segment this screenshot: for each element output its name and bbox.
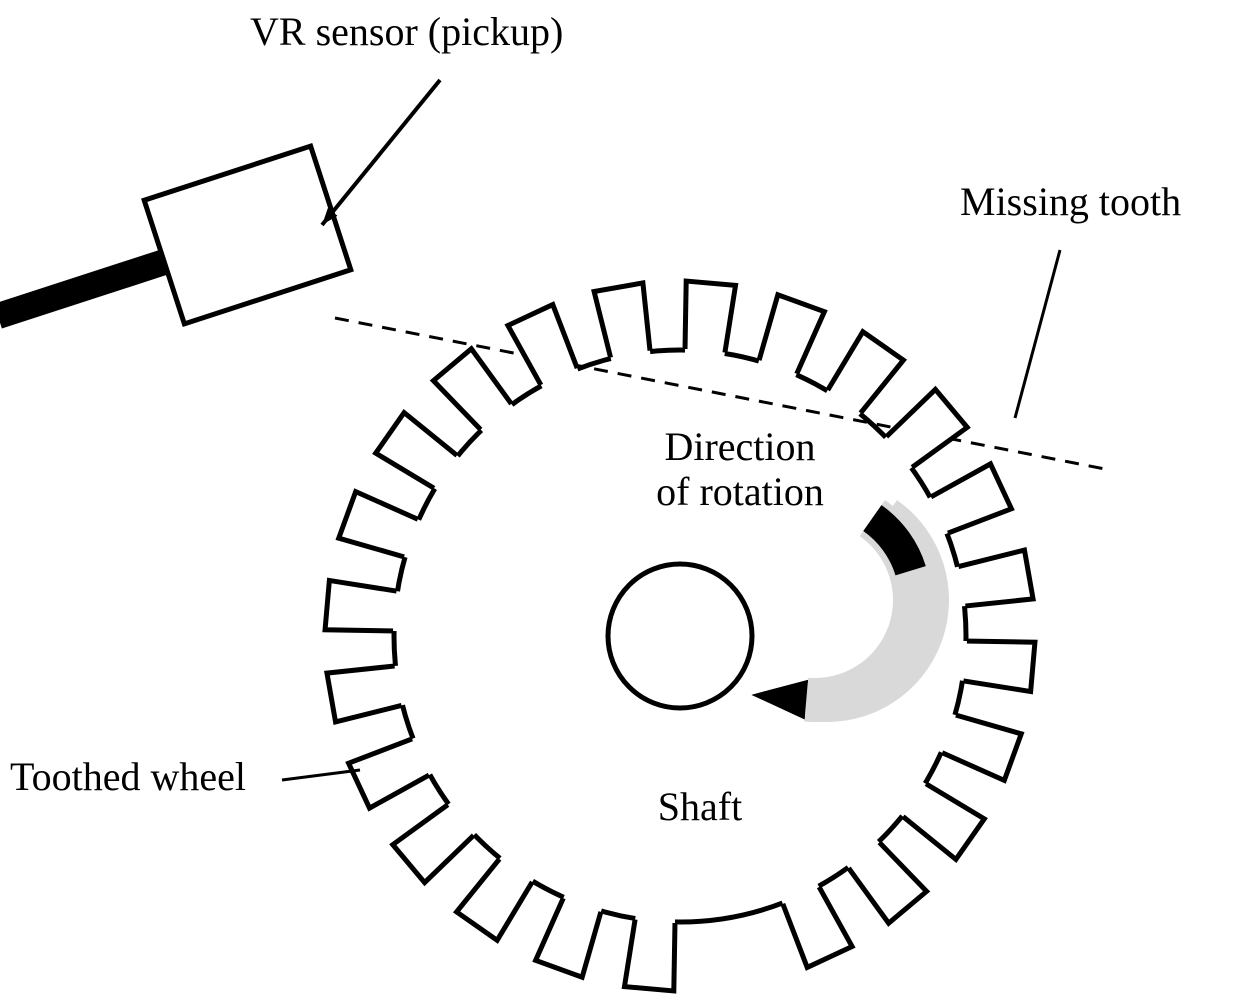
vr-sensor-diagram: VR sensor (pickup) Missing tooth Direction… [0, 0, 1239, 1000]
label-direction-2: of rotation [656, 469, 824, 514]
label-shaft: Shaft [658, 784, 742, 829]
vr-sensor [0, 146, 351, 378]
missing-tooth-leader [1015, 250, 1060, 418]
toothed-wheel-leader [282, 770, 360, 780]
vr-sensor-arrow-line [322, 80, 440, 225]
shaft-circle [608, 564, 752, 708]
label-toothed-wheel: Toothed wheel [10, 754, 246, 799]
label-direction-1: Direction [664, 424, 815, 469]
label-missing-tooth: Missing tooth [960, 179, 1181, 224]
label-vr-sensor: VR sensor (pickup) [250, 9, 563, 54]
sensor-cable [0, 248, 174, 329]
rotation-arrow [751, 500, 949, 722]
sensor-body [144, 146, 351, 324]
